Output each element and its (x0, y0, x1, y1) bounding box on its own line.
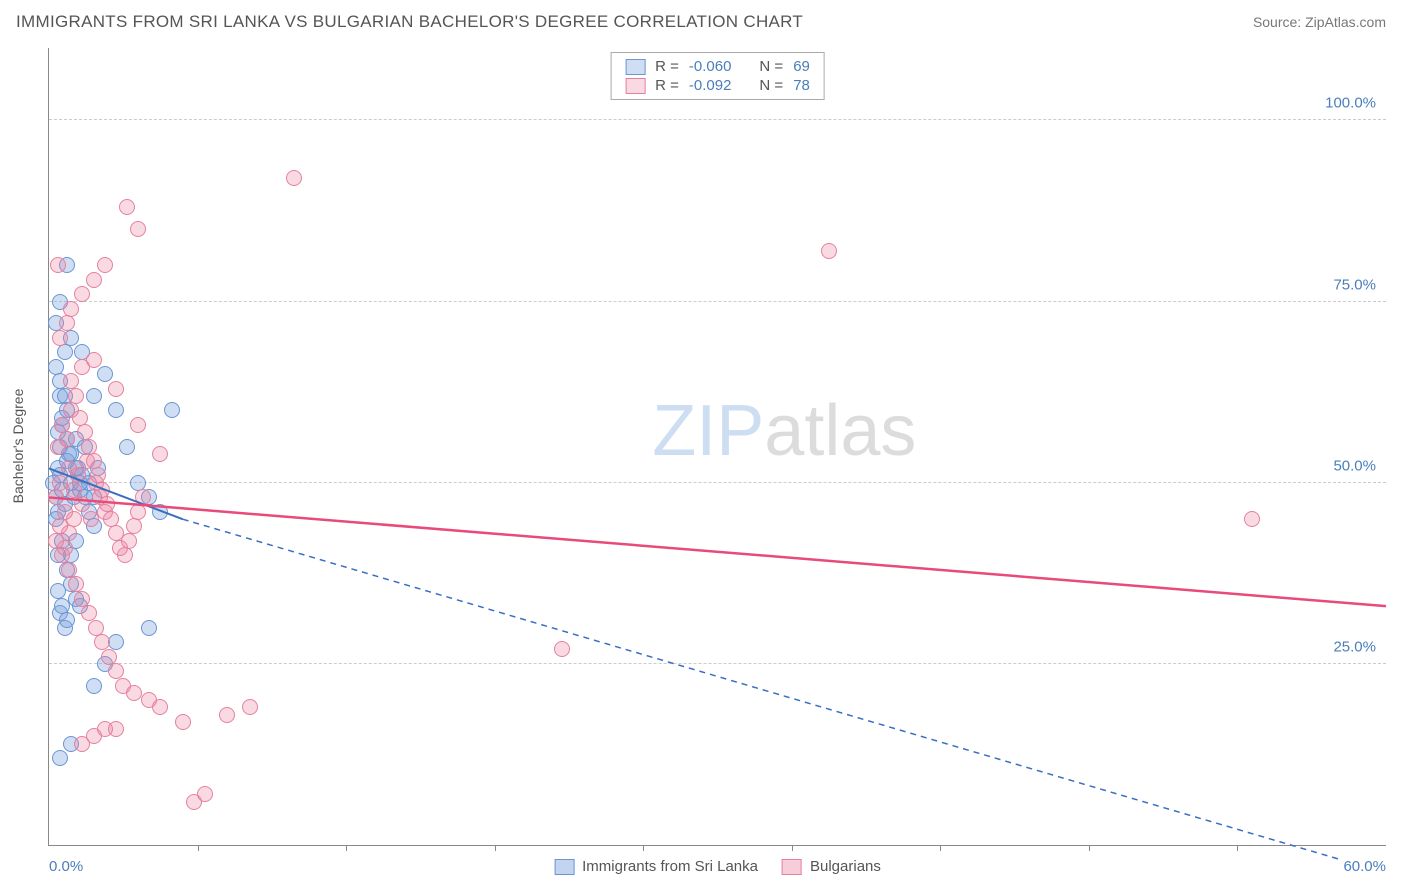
scatter-point (57, 344, 73, 360)
scatter-point (1244, 511, 1260, 527)
scatter-point (126, 685, 142, 701)
n-value: 69 (793, 58, 810, 75)
scatter-point (97, 366, 113, 382)
scatter-point (130, 221, 146, 237)
chart-title: IMMIGRANTS FROM SRI LANKA VS BULGARIAN B… (16, 12, 803, 32)
scatter-point (117, 547, 133, 563)
x-tick (495, 845, 496, 851)
series-swatch (625, 78, 645, 94)
scatter-point (63, 301, 79, 317)
scatter-point (70, 467, 86, 483)
chart-plot-area: 25.0%50.0%75.0%100.0% ZIPatlas R =-0.060… (48, 48, 1386, 846)
scatter-point (59, 315, 75, 331)
y-tick-label: 100.0% (1325, 95, 1376, 112)
stats-row: R = -0.092 N = 78 (625, 76, 810, 95)
scatter-point (48, 489, 64, 505)
x-axis-max-label: 60.0% (1343, 858, 1386, 875)
x-tick (1089, 845, 1090, 851)
correlation-stats-box: R = -0.060 N = 69 R = -0.092 N = 78 (610, 52, 825, 100)
scatter-point (97, 257, 113, 273)
scatter-point (152, 699, 168, 715)
scatter-point (63, 373, 79, 389)
x-tick (1237, 845, 1238, 851)
scatter-point (152, 504, 168, 520)
gridline (49, 663, 1386, 664)
scatter-point (164, 402, 180, 418)
series-swatch (625, 59, 645, 75)
scatter-point (50, 257, 66, 273)
scatter-point (141, 620, 157, 636)
scatter-point (59, 431, 75, 447)
scatter-point (61, 525, 77, 541)
scatter-point (108, 402, 124, 418)
scatter-point (186, 794, 202, 810)
legend-swatch (554, 859, 574, 875)
scatter-point (74, 286, 90, 302)
scatter-point (66, 511, 82, 527)
gridline (49, 119, 1386, 120)
x-axis-min-label: 0.0% (49, 858, 83, 875)
y-tick-label: 50.0% (1333, 457, 1376, 474)
scatter-point (52, 750, 68, 766)
scatter-point (108, 381, 124, 397)
scatter-point (126, 518, 142, 534)
y-tick-label: 75.0% (1333, 276, 1376, 293)
x-tick (940, 845, 941, 851)
scatter-point (59, 612, 75, 628)
scatter-point (219, 707, 235, 723)
scatter-point (68, 388, 84, 404)
scatter-point (57, 540, 73, 556)
scatter-point (135, 489, 151, 505)
n-label: N = (759, 77, 783, 94)
scatter-point (108, 721, 124, 737)
gridline (49, 482, 1386, 483)
r-value: -0.060 (689, 58, 732, 75)
scatter-point (130, 417, 146, 433)
bottom-legend: Immigrants from Sri Lanka Bulgarians (554, 858, 881, 875)
legend-label: Immigrants from Sri Lanka (582, 858, 758, 875)
stats-row: R = -0.060 N = 69 (625, 57, 810, 76)
scatter-point (86, 352, 102, 368)
n-value: 78 (793, 77, 810, 94)
r-value: -0.092 (689, 77, 732, 94)
y-tick-label: 25.0% (1333, 638, 1376, 655)
scatter-point (554, 641, 570, 657)
x-tick (792, 845, 793, 851)
scatter-point (821, 243, 837, 259)
scatter-point (86, 678, 102, 694)
scatter-point (152, 446, 168, 462)
legend-swatch (782, 859, 802, 875)
scatter-point (121, 533, 137, 549)
n-label: N = (759, 58, 783, 75)
scatter-point (74, 496, 90, 512)
x-tick (643, 845, 644, 851)
legend-item: Bulgarians (782, 858, 881, 875)
y-axis-label: Bachelor's Degree (10, 389, 26, 504)
x-tick (346, 845, 347, 851)
scatter-point (130, 504, 146, 520)
scatter-point (286, 170, 302, 186)
x-tick (198, 845, 199, 851)
r-label: R = (655, 77, 679, 94)
scatter-point (242, 699, 258, 715)
source-label: Source: ZipAtlas.com (1253, 14, 1386, 30)
scatter-point (86, 272, 102, 288)
scatter-point (119, 439, 135, 455)
legend-label: Bulgarians (810, 858, 881, 875)
gridline (49, 301, 1386, 302)
scatter-point (86, 388, 102, 404)
scatter-point (66, 482, 82, 498)
scatter-point (52, 330, 68, 346)
r-label: R = (655, 58, 679, 75)
scatter-point (119, 199, 135, 215)
scatter-point (175, 714, 191, 730)
legend-item: Immigrants from Sri Lanka (554, 858, 758, 875)
